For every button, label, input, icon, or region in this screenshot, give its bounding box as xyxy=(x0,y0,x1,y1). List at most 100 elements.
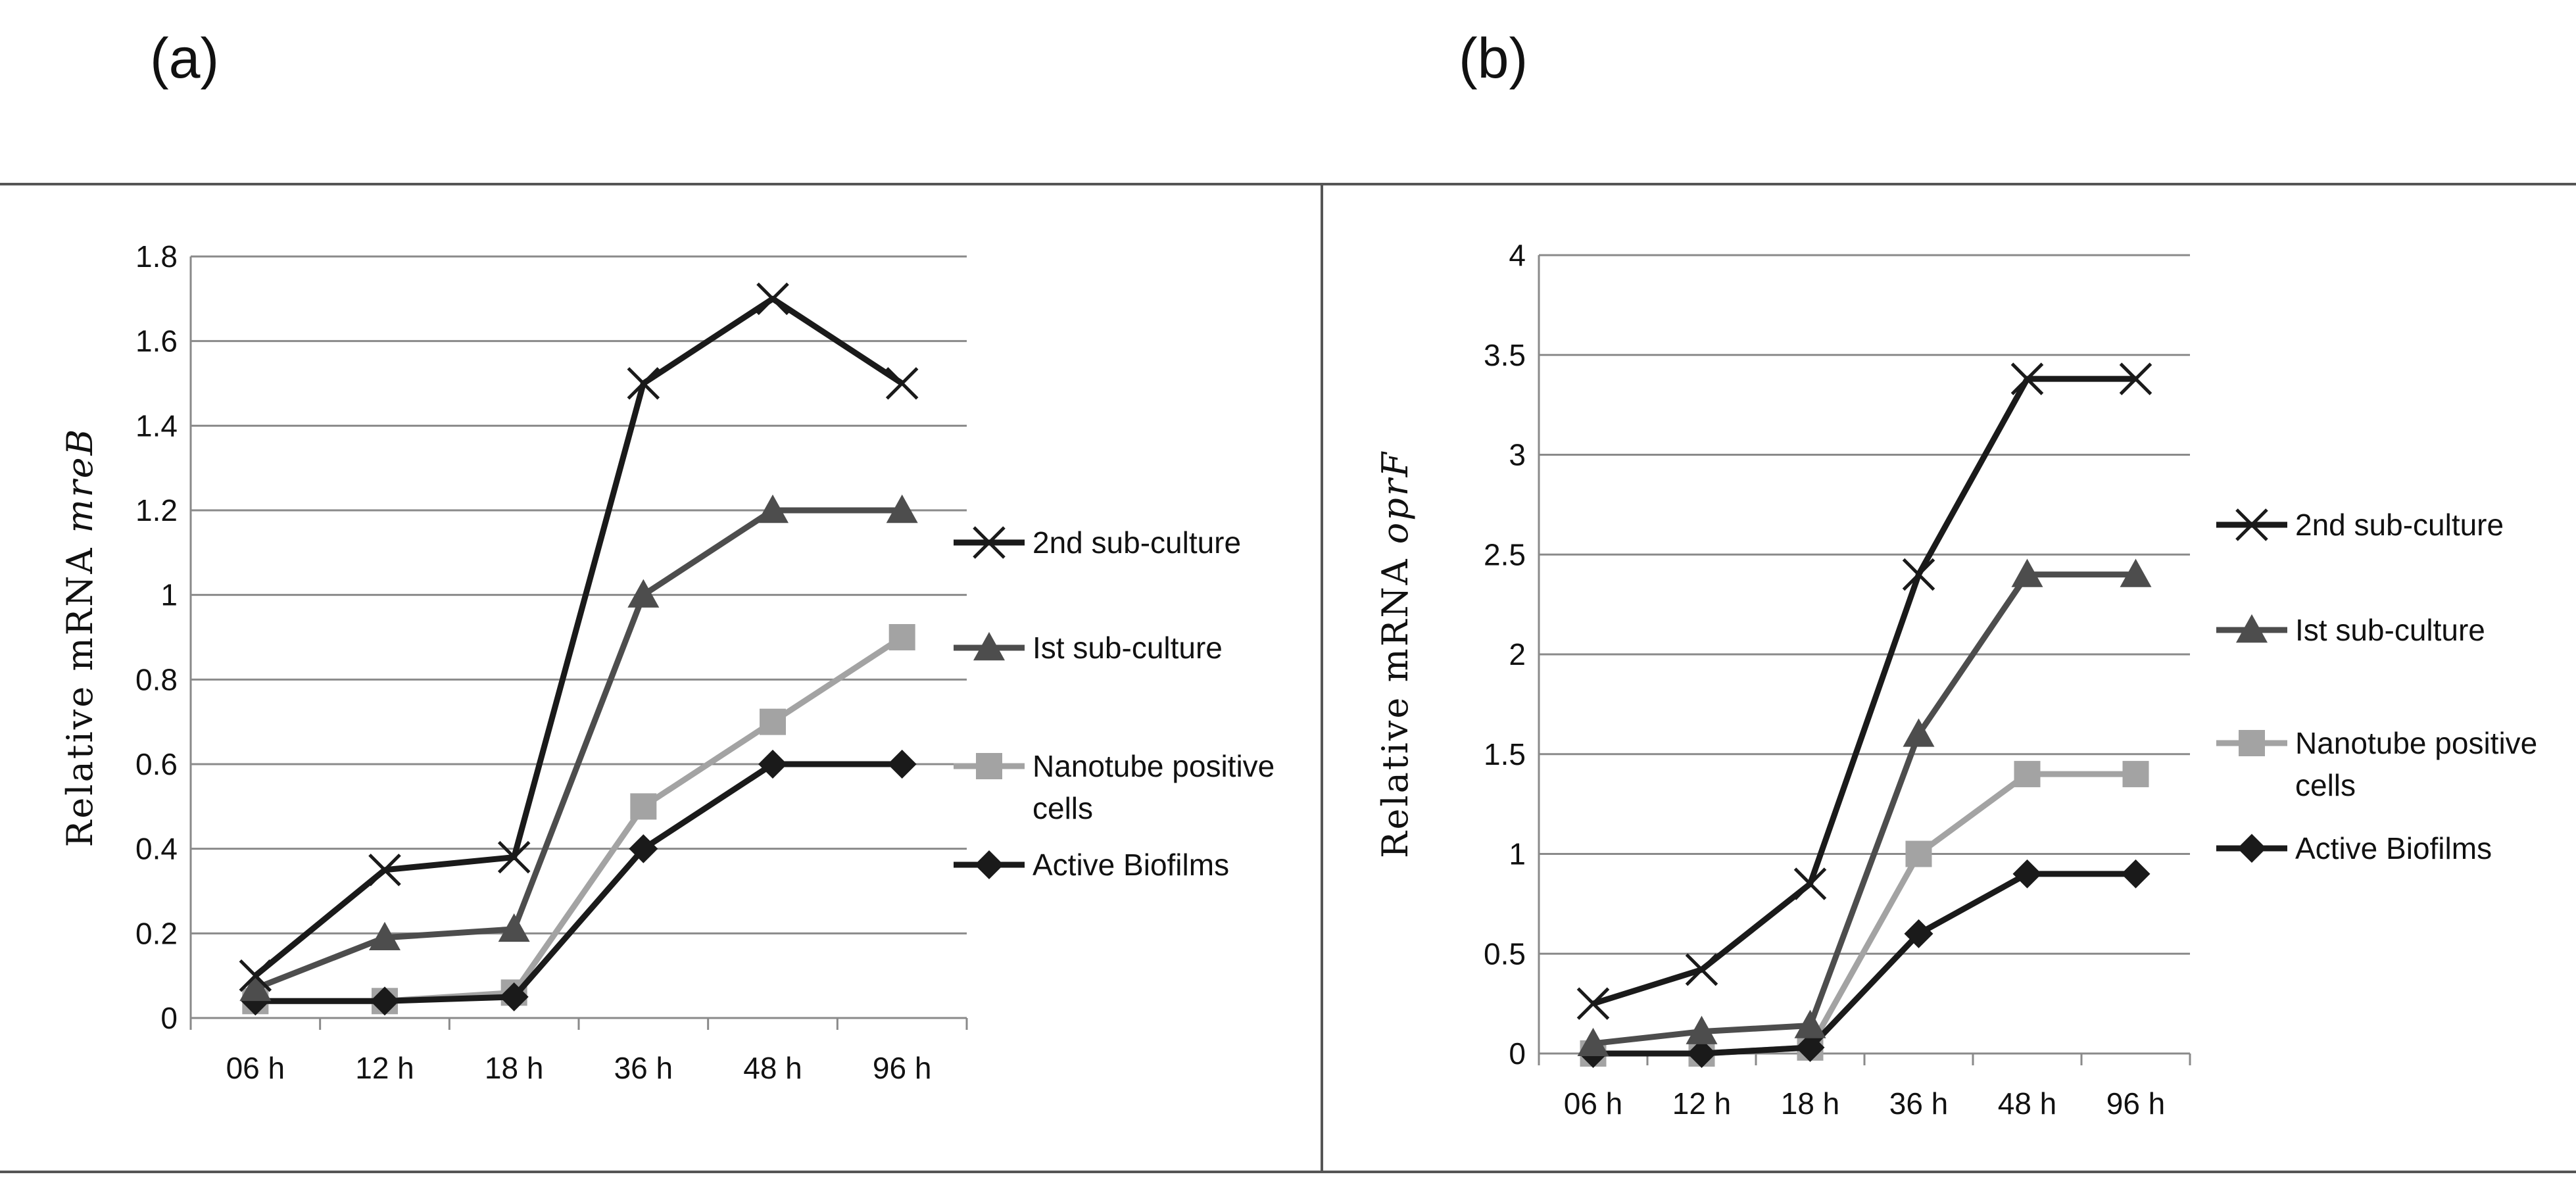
y-tick-label: 0.4 xyxy=(135,832,178,866)
y-tick-label: 0.6 xyxy=(135,747,178,781)
chart-b: 0 0.5 1 1.5 2 2.5 3 3.5 4 06 h 12 h 18 h 36 h 48 h 96 … xyxy=(1374,238,2537,1121)
legend-label: Nanotube positive cells xyxy=(2295,726,2537,802)
data-point xyxy=(756,282,789,316)
series-line-active-biofilms xyxy=(255,761,902,1004)
series-line-ist-sub-culture xyxy=(254,507,902,992)
data-point xyxy=(627,579,660,608)
series-line-active-biofilms xyxy=(1593,871,2136,1057)
data-point xyxy=(758,750,787,779)
x-tick-label: 48 h xyxy=(1998,1086,2057,1121)
y-axis-label-gene: mreB xyxy=(59,427,101,533)
y-tick-label: 1.2 xyxy=(135,493,178,527)
y-tick-label: 0.8 xyxy=(135,662,178,696)
legend-label: Active Biofilms xyxy=(1033,848,1229,882)
y-tick-label: 1.6 xyxy=(135,324,178,358)
data-point xyxy=(629,834,658,863)
x-tick-label: 12 h xyxy=(355,1051,414,1085)
y-tick-label: 3.5 xyxy=(1484,338,1526,372)
y-axis-label: Relative mRNA oprF xyxy=(1374,450,1416,858)
series-line-nanotube-positive-cells xyxy=(255,635,904,1004)
y-tick-label: 1 xyxy=(1509,837,1526,871)
x-tick-label: 06 h xyxy=(1564,1086,1623,1121)
legend-triangle-marker xyxy=(2236,614,2268,643)
data-point xyxy=(1904,919,1933,948)
data-point xyxy=(1903,718,1935,747)
legend-diamond-marker xyxy=(2237,834,2266,863)
legend-label: Ist sub-culture xyxy=(1033,631,1223,665)
y-axis-label-gene: oprF xyxy=(1374,450,1416,544)
y-tick-label: 0.2 xyxy=(135,916,178,950)
data-point xyxy=(1576,987,1610,1020)
y-axis-label-prefix: Relative mRNA xyxy=(1374,544,1416,858)
data-point xyxy=(497,840,531,874)
series-line-2nd-sub-culture xyxy=(253,295,904,979)
data-point xyxy=(1687,1039,1716,1068)
data-point xyxy=(369,921,401,950)
data-point xyxy=(2121,859,2151,888)
data-point xyxy=(885,367,919,400)
legend-x-marker xyxy=(2235,508,2268,541)
legend-label: Nanotube positive cells xyxy=(1033,749,1275,825)
data-point xyxy=(757,495,789,523)
data-point xyxy=(1685,953,1718,986)
y-axis-label-prefix: Relative mRNA xyxy=(59,533,101,847)
y-axis-label: Relative mRNA mreB xyxy=(59,427,101,848)
y-tick-label: 1 xyxy=(160,578,178,612)
y-tick-label: 0 xyxy=(1509,1036,1526,1071)
x-tick-label: 36 h xyxy=(614,1051,673,1085)
x-tick-label: 18 h xyxy=(485,1051,544,1085)
data-point xyxy=(499,982,529,1011)
y-tick-label: 1.5 xyxy=(1484,737,1526,771)
series-line-ist-sub-culture xyxy=(1593,571,2136,1047)
panel-label-a: (a) xyxy=(150,27,219,90)
data-point xyxy=(2012,859,2042,888)
x-tick-label: 48 h xyxy=(743,1051,802,1085)
legend-triangle-marker xyxy=(973,632,1005,661)
x-tick-label: 12 h xyxy=(1672,1086,1732,1121)
x-tick-label: 36 h xyxy=(1889,1086,1949,1121)
legend-label: 2nd sub-culture xyxy=(2295,508,2504,542)
series-line-nanotube-positive-cells xyxy=(1593,771,2136,1057)
y-tick-label: 4 xyxy=(1509,238,1526,272)
y-tick-label: 2.5 xyxy=(1484,537,1526,571)
data-point xyxy=(1905,840,1932,867)
y-tick-label: 1.8 xyxy=(135,239,178,274)
data-point xyxy=(2011,558,2043,587)
legend-square-marker xyxy=(976,753,1002,779)
legend-square-marker xyxy=(2239,730,2265,756)
data-point xyxy=(630,793,657,820)
data-point xyxy=(1686,1015,1718,1044)
data-point xyxy=(370,986,399,1016)
y-tick-label: 0 xyxy=(160,1001,178,1035)
chart-a: 0 0.2 0.4 0.6 0.8 1 1.2 1.4 1.6 1.8 06 h 12 h 18 h 36… xyxy=(59,239,1275,1085)
data-point xyxy=(2014,761,2041,788)
x-tick-label: 18 h xyxy=(1781,1086,1840,1121)
data-point xyxy=(368,854,401,886)
data-point xyxy=(239,972,272,1002)
legend-diamond-marker xyxy=(975,850,1004,879)
data-point xyxy=(1902,558,1935,591)
data-point xyxy=(2119,362,2152,395)
x-tick-label: 06 h xyxy=(226,1051,285,1085)
data-point xyxy=(627,367,660,400)
data-point xyxy=(2122,761,2149,788)
data-point xyxy=(1577,1027,1609,1057)
legend-label: Active Biofilms xyxy=(2295,831,2492,865)
data-point xyxy=(887,750,917,779)
data-point xyxy=(886,495,918,523)
data-point xyxy=(1795,1032,1825,1062)
x-tick-label: 96 h xyxy=(2106,1086,2166,1121)
panel-label-b: (b) xyxy=(1459,27,1528,90)
x-tick-label: 96 h xyxy=(873,1051,932,1085)
data-point xyxy=(1794,1009,1826,1038)
y-tick-label: 0.5 xyxy=(1484,936,1526,971)
data-point xyxy=(888,624,915,650)
legend-x-marker xyxy=(973,526,1006,559)
data-point xyxy=(2010,362,2044,395)
legend-label: 2nd sub-culture xyxy=(1033,525,1241,560)
data-point xyxy=(2120,558,2152,587)
data-point xyxy=(239,959,272,992)
data-point xyxy=(760,708,786,735)
series-line-2nd-sub-culture xyxy=(1592,375,2136,1007)
